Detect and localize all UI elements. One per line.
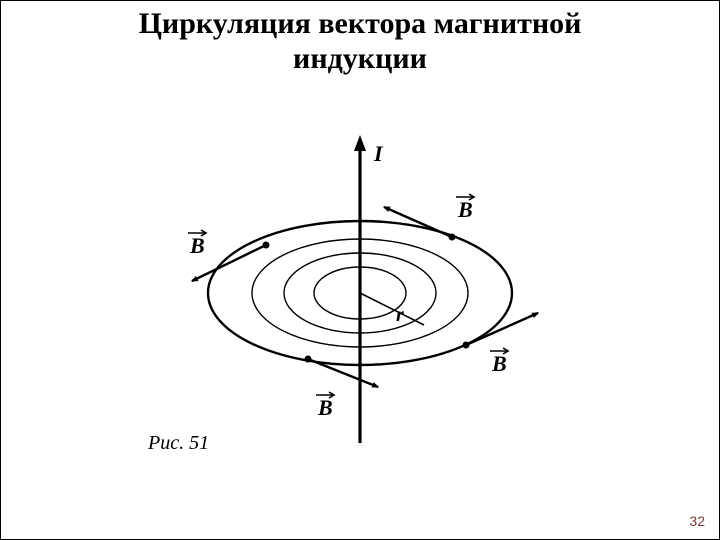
slide-title: Циркуляция вектора магнитной индукции (1, 1, 719, 76)
radius-line (360, 293, 424, 325)
svg-text:B: B (189, 233, 205, 258)
B-left-label: B (188, 230, 206, 258)
magnetic-field-diagram: Ir B B B B (140, 121, 580, 461)
B-bottom-left-point (305, 356, 312, 363)
slide: Циркуляция вектора магнитной индукции Ir… (0, 0, 720, 540)
svg-text:B: B (457, 197, 473, 222)
svg-text:B: B (317, 395, 333, 420)
B-bottom-left-label: B (316, 392, 334, 420)
title-line-2: индукции (293, 42, 427, 75)
figure: Ir B B B B Рис. 51 (140, 121, 580, 461)
B-top-right-label: B (456, 194, 474, 222)
B-right-point (463, 342, 470, 349)
B-left-point (263, 242, 270, 249)
B-bottom-left-arrow (308, 359, 378, 387)
B-top-right-point (449, 234, 456, 241)
title-line-1: Циркуляция вектора магнитной (139, 7, 582, 40)
figure-caption: Рис. 51 (148, 432, 209, 455)
current-label: I (373, 141, 384, 166)
B-right-label: B (490, 348, 508, 376)
svg-text:B: B (491, 351, 507, 376)
radius-label: r (396, 304, 404, 326)
page-number: 32 (689, 513, 705, 529)
